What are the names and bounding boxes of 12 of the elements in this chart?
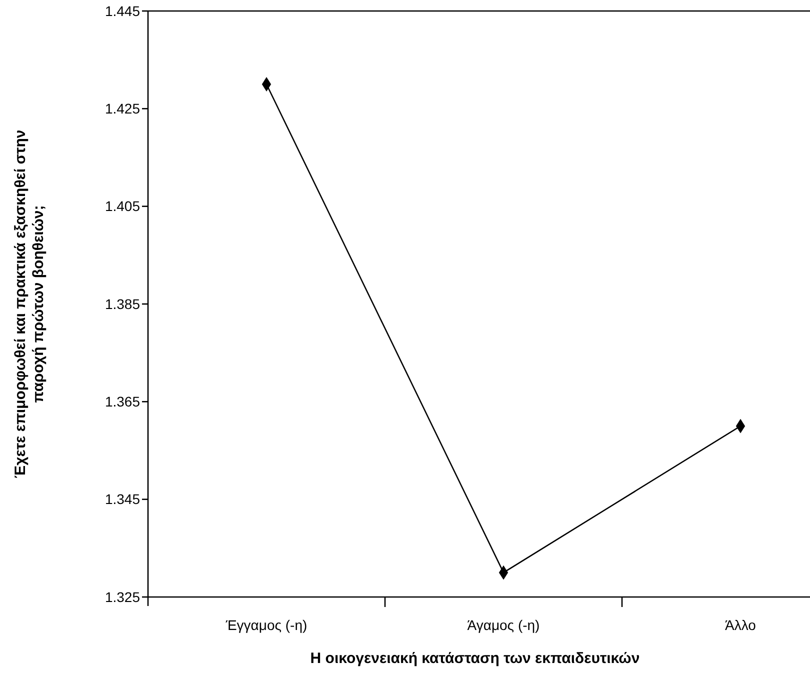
- y-tick-label: 1.425: [104, 100, 140, 117]
- x-axis-title: Η οικογενειακή κατάσταση των εκπαιδευτικών: [310, 650, 640, 667]
- y-tick-label: 1.385: [104, 296, 140, 312]
- y-tick-label: 1.345: [104, 491, 140, 508]
- x-tick-label: Άλλο: [725, 617, 756, 633]
- y-axis-title: Έχετε επιμορφωθεί και πρακτικά εξασκηθεί στην παροχή πρώτων βοηθειών;: [12, 130, 47, 478]
- y-tick-label: 1.365: [104, 394, 140, 410]
- x-tick-label: Άγαμος (-η): [467, 617, 540, 633]
- y-tick-label: 1.405: [104, 198, 140, 214]
- y-tick-label: 1.325: [104, 588, 140, 605]
- y-tick-label: 1.445: [104, 2, 140, 19]
- x-tick-label: Έγγαμος (-η): [224, 617, 308, 633]
